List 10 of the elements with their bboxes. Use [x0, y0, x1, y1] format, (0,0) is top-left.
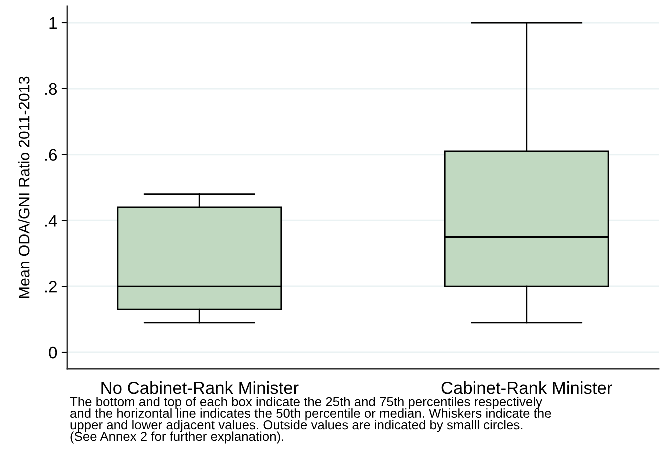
y-tick-label: 0 [49, 346, 58, 359]
y-tick-label: 1 [50, 18, 57, 30]
y-tick-label: .2 [45, 281, 57, 293]
y-tick-label: .4 [45, 215, 58, 227]
y-tick-label: .6 [45, 149, 58, 161]
x-tick-label: Cabinet-Rank Minister [442, 382, 612, 394]
y-axis-title: Mean ODA/GNI Ratio 2011-2013 [18, 76, 30, 298]
y-tick-label: .8 [45, 83, 58, 96]
text: The bottom and top of each box indicate the 25th and 75th percentiles respectively and the horizontal line indicates the 50th percentile or median. Whiskers indicate the upper and lower adjacent values. Outside values are indicated by smalll circles. (See Annex 2 for further explanation). [70, 397, 552, 444]
x-tick-label: No Cabinet-Rank Minister [102, 382, 299, 394]
